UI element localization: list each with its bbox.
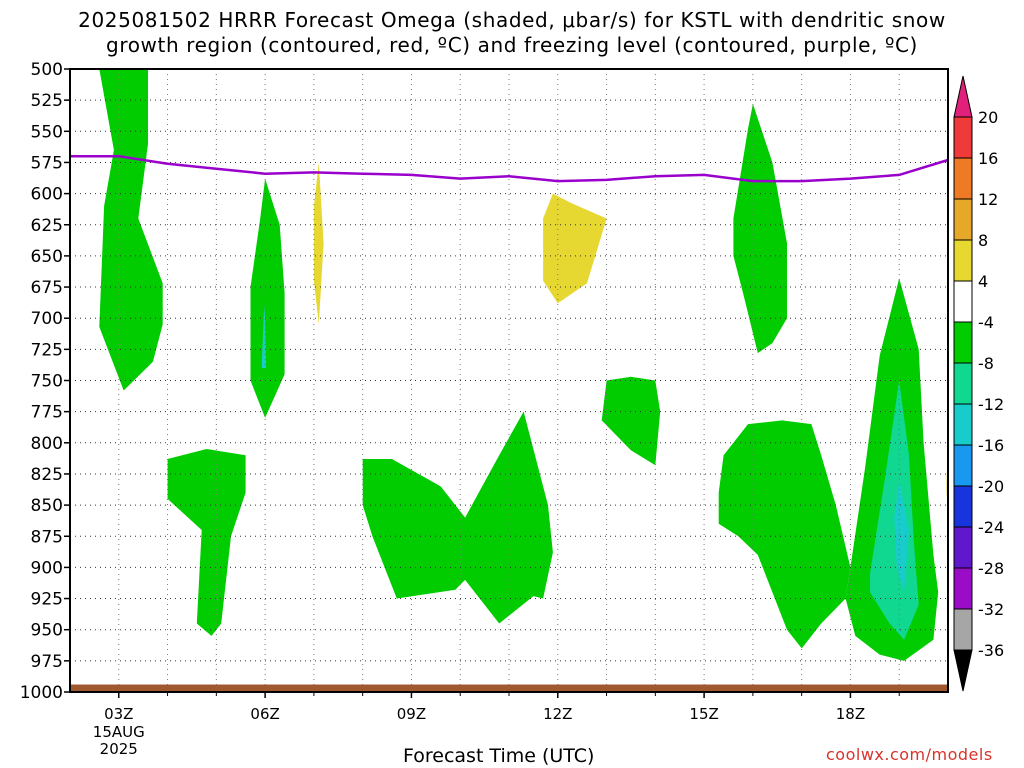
y-tick-label-575: 575 xyxy=(31,153,63,173)
omega-region-4 xyxy=(543,193,607,304)
y-tick-label-625: 625 xyxy=(31,216,63,236)
x-tick-label-15Z: 15Z xyxy=(689,705,718,723)
colorbar-swatch-6 xyxy=(953,362,973,405)
colorbar-label-4: 4 xyxy=(978,272,988,291)
omega-region-12 xyxy=(894,480,909,593)
colorbar-label-0: 20 xyxy=(978,108,998,127)
chart-title-line-2: growth region (contoured, red, ºC) and f… xyxy=(106,33,918,57)
terrain-band xyxy=(70,684,948,692)
y-tick-label-675: 675 xyxy=(31,278,63,298)
y-tick-label-825: 825 xyxy=(31,465,63,485)
y-tick-label-1000: 1000 xyxy=(20,683,63,703)
colorbar-swatch-10 xyxy=(953,526,973,569)
y-tick-label-900: 900 xyxy=(31,558,63,578)
colorbar: 20 16 12 8 4 -4 -8 -12 -16 -20 -24 -28 -32 -36 xyxy=(953,75,1004,692)
colorbar-label-9: -20 xyxy=(978,477,1004,496)
colorbar-swatch-2 xyxy=(953,198,973,241)
omega-region-6 xyxy=(362,411,553,624)
x-tick-label-18Z: 18Z xyxy=(836,705,865,723)
y-tick-label-850: 850 xyxy=(31,496,63,516)
colorbar-label-10: -24 xyxy=(978,518,1004,537)
colorbar-swatch-3 xyxy=(953,239,973,282)
freezing-level-contour xyxy=(70,154,949,183)
colorbar-swatch-4 xyxy=(953,280,973,323)
colorbar-top-arrow xyxy=(953,75,973,118)
colorbar-label-11: -28 xyxy=(978,559,1004,578)
x-tick-sublabel-0: 15AUG xyxy=(93,723,145,741)
y-tick-label-600: 600 xyxy=(31,185,63,205)
omega-region-0 xyxy=(99,69,163,391)
omega-region-7 xyxy=(601,376,661,466)
colorbar-swatch-1 xyxy=(953,157,973,200)
y-tick-label-975: 975 xyxy=(31,652,63,672)
x-tick-label-09Z: 09Z xyxy=(397,705,426,723)
colorbar-label-7: -12 xyxy=(978,395,1004,414)
omega-region-3 xyxy=(313,162,324,325)
colorbar-swatch-11 xyxy=(953,567,973,610)
colorbar-swatch-7 xyxy=(953,403,973,446)
omega-region-5 xyxy=(167,449,246,636)
y-tick-label-750: 750 xyxy=(31,372,63,392)
chart-title-line-1: 2025081502 HRRR Forecast Omega (shaded, … xyxy=(78,8,946,32)
x-tick-label-12Z: 12Z xyxy=(543,705,572,723)
y-tick-label-725: 725 xyxy=(31,340,63,360)
y-axis-pressure-ticks: 500 525 550 575 600 625 650 675 700 725 750 775 800 8… xyxy=(20,60,70,703)
freezing-level-line xyxy=(70,154,949,183)
y-tick-label-650: 650 xyxy=(31,247,63,267)
colorbar-swatch-0 xyxy=(953,116,973,159)
colorbar-swatch-9 xyxy=(953,485,973,528)
colorbar-label-6: -8 xyxy=(978,354,994,373)
omega-shaded-regions xyxy=(99,69,948,661)
y-tick-label-775: 775 xyxy=(31,403,63,423)
omega-region-1 xyxy=(250,178,285,418)
colorbar-swatch-5 xyxy=(953,321,973,364)
colorbar-swatch-8 xyxy=(953,444,973,487)
colorbar-label-3: 8 xyxy=(978,231,988,250)
source-credit: coolwx.com/models xyxy=(826,745,993,764)
y-tick-label-925: 925 xyxy=(31,590,63,610)
x-tick-sublabel-1: 2025 xyxy=(100,740,138,758)
omega-region-9 xyxy=(718,420,851,649)
colorbar-swatch-12 xyxy=(953,608,973,651)
y-tick-label-950: 950 xyxy=(31,621,63,641)
colorbar-label-2: 12 xyxy=(978,190,998,209)
omega-region-8 xyxy=(733,103,787,354)
colorbar-label-13: -36 xyxy=(978,641,1004,660)
colorbar-bottom-arrow xyxy=(953,649,973,692)
omega-region-2 xyxy=(261,305,267,368)
y-tick-label-500: 500 xyxy=(31,60,63,80)
y-tick-label-550: 550 xyxy=(31,122,63,142)
omega-region-11 xyxy=(870,380,919,640)
colorbar-label-8: -16 xyxy=(978,436,1004,455)
y-tick-label-800: 800 xyxy=(31,434,63,454)
y-tick-label-525: 525 xyxy=(31,91,63,111)
y-tick-label-700: 700 xyxy=(31,309,63,329)
x-tick-label-06Z: 06Z xyxy=(250,705,279,723)
colorbar-label-1: 16 xyxy=(978,149,998,168)
colorbar-label-12: -32 xyxy=(978,600,1004,619)
x-axis-label: Forecast Time (UTC) xyxy=(403,745,595,767)
terrain-fill xyxy=(70,684,948,692)
colorbar-label-5: -4 xyxy=(978,313,994,332)
x-tick-label-03Z: 03Z xyxy=(104,705,133,723)
y-tick-label-875: 875 xyxy=(31,527,63,547)
